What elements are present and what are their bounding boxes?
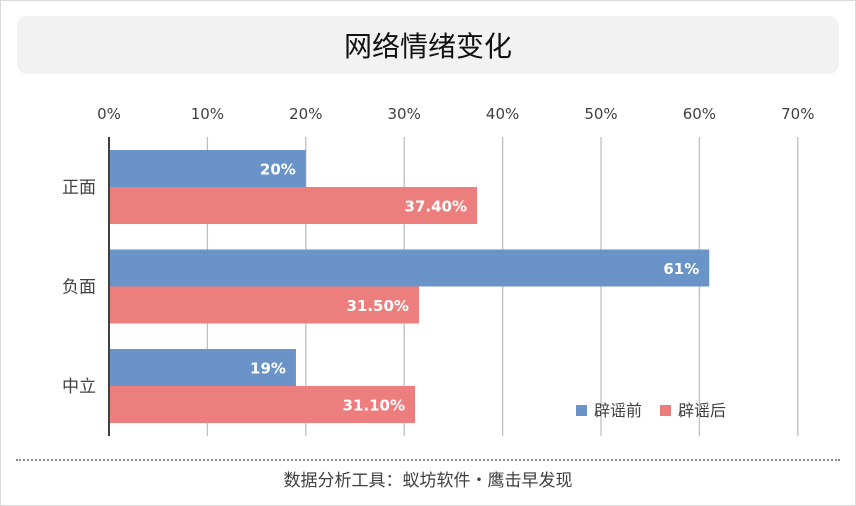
x-tick-label: 30%	[388, 105, 421, 123]
category-label: 负面	[62, 278, 96, 298]
data-label: 20%	[260, 161, 296, 179]
chart-title: 网络情绪变化	[343, 30, 512, 63]
data-label: 31.10%	[343, 397, 405, 415]
bar	[109, 386, 416, 423]
footer-source: 数据分析工具：蚁坊软件・鹰击早发现	[283, 471, 573, 491]
data-label: 31.50%	[346, 297, 408, 315]
x-tick-label: 10%	[191, 105, 224, 123]
legend: 辟谣前 辟谣后	[576, 401, 726, 420]
legend-swatch	[660, 405, 671, 416]
bars	[109, 150, 710, 423]
bar	[109, 349, 296, 386]
category-label: 中立	[62, 377, 96, 397]
x-tick-label: 60%	[683, 105, 716, 123]
x-tick-label: 20%	[289, 105, 322, 123]
legend-label: 辟谣前	[594, 401, 642, 420]
x-tick-label: 0%	[97, 105, 121, 123]
footer-divider	[16, 459, 840, 461]
data-labels: 20% 37.40% 61% 31.50% 19% 31.10%	[250, 161, 699, 415]
data-label: 19%	[250, 360, 286, 378]
bar	[109, 150, 306, 187]
x-tick-label: 70%	[781, 105, 814, 123]
bar	[109, 286, 419, 324]
category-label: 正面	[62, 178, 96, 198]
x-tick-label: 50%	[584, 105, 617, 123]
legend-swatch	[576, 405, 587, 416]
bar	[109, 187, 478, 224]
data-label: 37.40%	[405, 198, 467, 216]
title-box: 网络情绪变化	[17, 16, 839, 74]
legend-label: 辟谣后	[678, 401, 726, 420]
bar	[109, 249, 710, 287]
x-axis-ticks: 0% 10% 20% 30% 40% 50% 60% 70%	[97, 105, 814, 123]
data-label: 61%	[663, 260, 699, 278]
x-tick-label: 40%	[486, 105, 519, 123]
